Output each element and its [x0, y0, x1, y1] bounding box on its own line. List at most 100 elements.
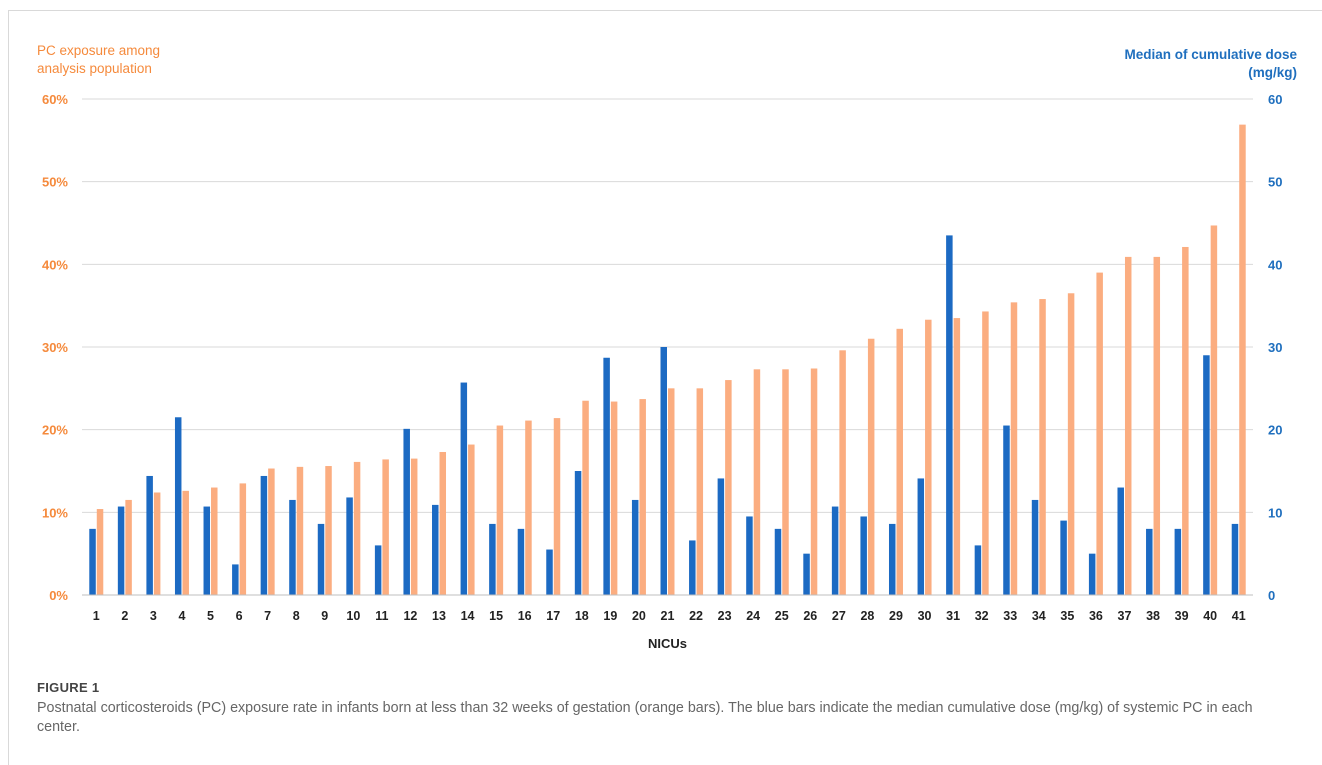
exposure-bar	[439, 451, 447, 595]
dose-bar	[1231, 523, 1239, 595]
dose-bar	[888, 523, 896, 595]
exposure-bar	[1067, 293, 1075, 595]
exposure-bar	[1182, 246, 1189, 595]
x-tick-label: 11	[375, 609, 388, 623]
exposure-bar	[153, 492, 161, 595]
dose-bar	[203, 506, 211, 595]
exposure-bar	[353, 461, 361, 595]
left-tick-label: 40%	[42, 257, 68, 272]
x-tick-label: 23	[718, 609, 732, 623]
x-tick-label: 19	[603, 609, 617, 623]
exposure-bar	[1239, 124, 1246, 596]
x-tick-label: 34	[1032, 609, 1046, 623]
x-tick-label: 17	[546, 609, 560, 623]
dose-bar	[831, 506, 839, 595]
dose-bar	[1203, 355, 1210, 595]
left-tick-label: 30%	[42, 340, 68, 355]
x-tick-label: 13	[432, 609, 446, 623]
x-tick-label: 21	[661, 609, 675, 623]
x-tick-label: 14	[461, 609, 475, 623]
exposure-bar	[782, 369, 789, 595]
dose-bar	[460, 382, 468, 595]
dose-bar	[146, 475, 153, 595]
x-tick-label: 27	[832, 609, 846, 623]
left-tick-label: 0%	[49, 588, 68, 603]
x-axis-title: NICUs	[648, 636, 687, 651]
dose-bar	[317, 523, 325, 595]
x-tick-label: 40	[1203, 609, 1217, 623]
exposure-bar	[753, 369, 761, 595]
dose-bar	[1117, 487, 1124, 595]
x-tick-label: 28	[860, 609, 874, 623]
dose-bar	[974, 545, 982, 595]
right-axis-title: Median of cumulative dose (mg/kg)	[1037, 46, 1297, 82]
x-tick-label: 31	[946, 609, 960, 623]
right-tick-label: 40	[1268, 257, 1282, 272]
figure-frame	[8, 10, 1322, 765]
dose-bar	[546, 549, 553, 595]
dose-bar	[803, 553, 810, 595]
exposure-bar	[182, 490, 189, 595]
exposure-bar	[982, 311, 989, 595]
dose-bar	[1031, 499, 1039, 595]
right-tick-label: 0	[1268, 588, 1275, 603]
x-tick-label: 4	[178, 609, 185, 623]
dose-bar	[232, 564, 239, 595]
exposure-bar	[296, 466, 304, 595]
x-tick-label: 38	[1146, 609, 1160, 623]
exposure-bar	[125, 499, 132, 595]
right-axis-title-line: Median of cumulative dose	[1124, 47, 1297, 62]
left-axis-title: PC exposure among analysis population	[37, 42, 237, 78]
x-tick-label: 29	[889, 609, 903, 623]
dose-bar	[717, 478, 725, 595]
exposure-bar	[410, 458, 418, 595]
x-tick-label: 39	[1175, 609, 1189, 623]
dose-bar	[860, 516, 867, 595]
x-tick-label: 12	[403, 609, 417, 623]
left-tick-label: 50%	[42, 175, 68, 190]
exposure-bar	[839, 350, 846, 595]
right-tick-label: 60	[1268, 92, 1282, 107]
exposure-bar	[1124, 256, 1132, 595]
dose-bar	[1088, 553, 1096, 595]
dose-bar	[774, 528, 782, 595]
left-axis-title-line: PC exposure among	[37, 43, 161, 58]
exposure-bar	[925, 319, 932, 595]
exposure-bar	[896, 328, 903, 595]
right-axis-title-line: (mg/kg)	[1248, 65, 1297, 80]
dose-bar	[432, 504, 439, 595]
x-tick-label: 7	[264, 609, 271, 623]
x-tick-label: 2	[121, 609, 128, 623]
dose-bar	[631, 499, 639, 595]
x-tick-label: 8	[293, 609, 300, 623]
dose-bar	[174, 417, 182, 595]
dose-bar	[289, 499, 296, 595]
exposure-bar	[1039, 299, 1046, 595]
exposure-bar	[582, 400, 589, 595]
dose-bar	[746, 516, 753, 595]
exposure-bar	[725, 380, 732, 595]
exposure-bar	[468, 444, 475, 595]
dose-bar	[603, 357, 610, 595]
exposure-bar	[810, 368, 818, 595]
x-tick-label: 25	[775, 609, 789, 623]
dose-bar	[346, 497, 353, 595]
x-tick-label: 36	[1089, 609, 1103, 623]
dose-bar	[946, 235, 953, 595]
x-tick-label: 26	[803, 609, 817, 623]
dose-bar	[1146, 528, 1153, 595]
dose-bar	[89, 528, 96, 595]
figure-caption: Postnatal corticosteroids (PC) exposure …	[37, 700, 1253, 735]
exposure-bar	[325, 466, 332, 595]
dose-bar	[917, 478, 925, 595]
dose-bar	[403, 428, 410, 595]
dose-bar	[260, 475, 268, 595]
right-tick-label: 50	[1268, 175, 1282, 190]
left-tick-label: 10%	[42, 505, 68, 520]
x-tick-label: 1	[93, 609, 100, 623]
dose-bar	[489, 523, 496, 595]
dose-bar	[660, 347, 667, 595]
x-tick-label: 6	[236, 609, 243, 623]
dose-bar	[574, 471, 582, 595]
x-tick-label: 5	[207, 609, 214, 623]
